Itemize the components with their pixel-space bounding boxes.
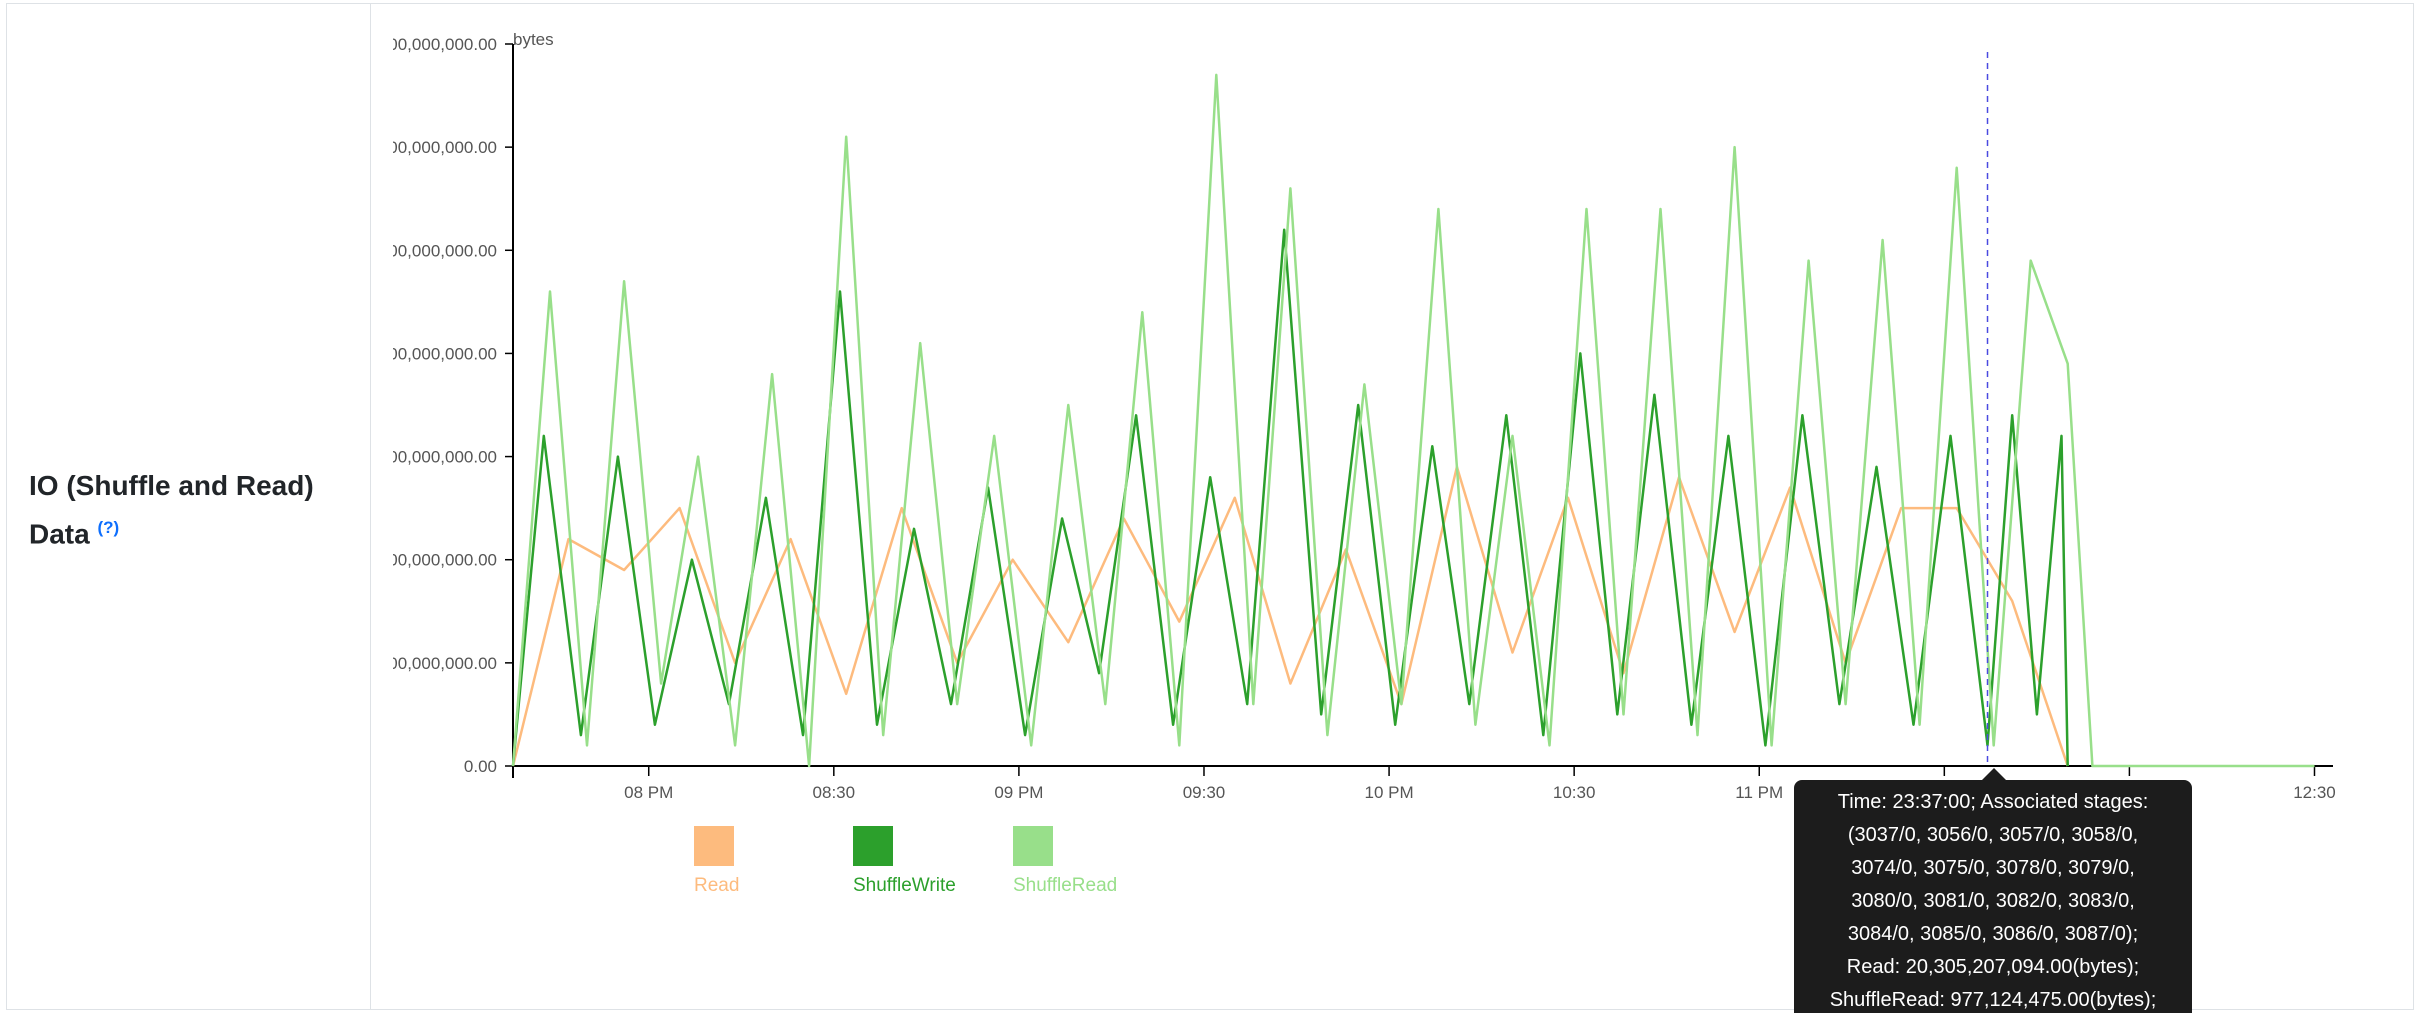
x-tick-label: 12:30: [2293, 783, 2336, 802]
table-frame: [6, 3, 2414, 1010]
x-tick-label: 09:30: [1183, 783, 1226, 802]
row-title-text: IO (Shuffle and Read) Data: [29, 470, 314, 550]
y-tick-label: 1,500,000,000.00: [365, 448, 497, 467]
tooltip-line: 3074/0, 3075/0, 3078/0, 3079/0,: [1851, 857, 2135, 879]
x-tick-label: 11 PM: [1735, 783, 1783, 802]
x-tick-label: 10 PM: [1364, 783, 1413, 802]
tooltip-line: 3080/0, 3081/0, 3082/0, 3083/0,: [1851, 890, 2135, 912]
tooltip-line: (3037/0, 3056/0, 3057/0, 3058/0,: [1847, 824, 2139, 846]
series-line-shufflewrite: [511, 228, 2069, 767]
y-axis-label: bytes: [513, 30, 554, 49]
tooltip-line: Read: 20,305,207,094.00(bytes);: [1846, 956, 2140, 978]
x-tick-label: 08:30: [813, 783, 856, 802]
legend-label-shufflewrite: ShuffleWrite: [853, 875, 956, 896]
y-tick-label: 500,000,000.00: [379, 654, 497, 673]
y-tick-label: 1,000,000,000.00: [365, 551, 497, 570]
series-line-read: [511, 465, 2069, 767]
legend-label-shuffleread: ShuffleRead: [1013, 875, 1117, 896]
y-tick-label: 3,500,000,000.00: [365, 35, 497, 54]
x-tick-label: 09 PM: [994, 783, 1043, 802]
legend-label-read: Read: [694, 875, 739, 896]
column-divider: [370, 3, 371, 1010]
tooltip-line: Time: 23:37:00; Associated stages:: [1837, 791, 2149, 813]
legend-swatch-shuffleread: [1013, 826, 1053, 866]
y-tick-label: 2,000,000,000.00: [365, 344, 497, 363]
legend-swatch-shufflewrite: [853, 826, 893, 866]
series-line-shuffleread: [511, 73, 2315, 768]
tooltip-line: 3084/0, 3085/0, 3086/0, 3087/0);: [1847, 923, 2139, 945]
x-tick-label: 08 PM: [624, 783, 673, 802]
help-link[interactable]: (?): [97, 518, 120, 537]
legend-swatch-read: [694, 826, 734, 866]
y-tick-label: 2,500,000,000.00: [365, 241, 497, 260]
row-title: IO (Shuffle and Read) Data (?): [29, 465, 359, 555]
y-tick-label: 3,000,000,000.00: [365, 138, 497, 157]
y-tick-label: 0.00: [464, 757, 497, 776]
x-tick-label: 10:30: [1553, 783, 1596, 802]
tooltip-line: ShuffleRead: 977,124,475.00(bytes);: [1829, 989, 2157, 1011]
chart-tooltip: Time: 23:37:00; Associated stages: (3037…: [1794, 768, 2192, 1013]
